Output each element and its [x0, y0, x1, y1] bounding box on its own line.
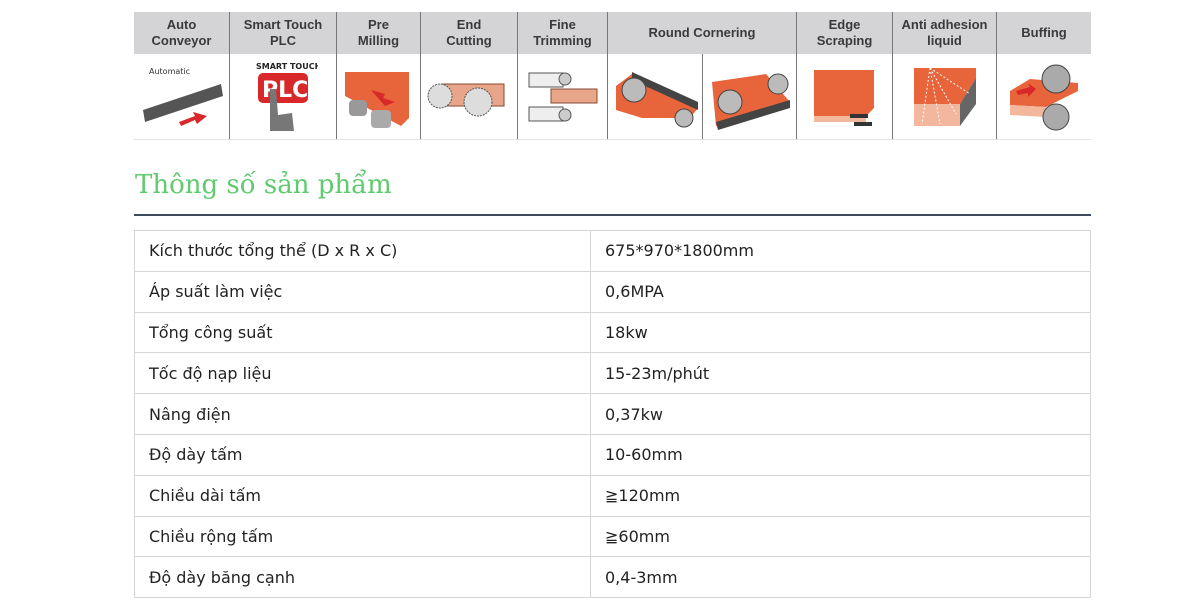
- feature-label: Fine Trimming: [518, 12, 607, 54]
- feature-strip: Auto Conveyor Automatic Smart Touch PLC …: [134, 12, 1091, 140]
- pre-milling-icon: [337, 54, 420, 139]
- feature-round-cornering: Round Cornering: [608, 12, 797, 139]
- section-divider: [134, 214, 1091, 216]
- spec-name: Chiều rộng tấm: [134, 515, 591, 558]
- buffing-icon: [997, 54, 1091, 139]
- spec-name: Độ dày băng cạnh: [134, 556, 591, 599]
- feature-smart-touch-plc: Smart Touch PLC SMART TOUCH PLC: [230, 12, 337, 139]
- conveyor-icon: Automatic: [134, 54, 229, 139]
- anti-adhesion-icon: [893, 54, 996, 139]
- feature-pre-milling: Pre Milling: [337, 12, 421, 139]
- plc-touch-icon: SMART TOUCH PLC: [230, 54, 336, 139]
- spec-name: Chiều dài tấm: [134, 474, 591, 517]
- table-row: Áp suất làm việc 0,6MPA: [134, 270, 1091, 313]
- feature-label: Round Cornering: [608, 12, 796, 54]
- spec-name: Nâng điện: [134, 393, 591, 435]
- table-row: Nâng điện 0,37kw: [134, 393, 1091, 435]
- fine-trimming-icon: [518, 54, 607, 139]
- feature-auto-conveyor: Auto Conveyor Automatic: [134, 12, 230, 139]
- feature-anti-adhesion-liquid: Anti adhesion liquid: [893, 12, 997, 139]
- feature-label: End Cutting: [421, 12, 517, 54]
- spec-value: 675*970*1800mm: [590, 230, 1091, 272]
- spec-value: ≧60mm: [590, 515, 1091, 558]
- round-cornering-icon: [608, 54, 703, 139]
- feature-fine-trimming: Fine Trimming: [518, 12, 608, 139]
- spec-value: 0,4-3mm: [590, 556, 1091, 599]
- table-row: Kích thước tổng thể (D x R x C) 675*970*1…: [134, 230, 1091, 272]
- feature-end-cutting: End Cutting: [421, 12, 518, 139]
- svg-text:SMART TOUCH: SMART TOUCH: [256, 62, 318, 71]
- feature-label: Auto Conveyor: [134, 12, 229, 54]
- section-title: Thông số sản phẩm: [135, 170, 392, 200]
- table-row: Chiều dài tấm ≧120mm: [134, 474, 1091, 517]
- spec-value: ≧120mm: [590, 474, 1091, 517]
- end-cutting-icon: [421, 54, 517, 139]
- feature-edge-scraping: Edge Scraping: [797, 12, 893, 139]
- table-row: Tốc độ nạp liệu 15-23m/phút: [134, 352, 1091, 395]
- spec-name: Kích thước tổng thể (D x R x C): [134, 230, 591, 272]
- feature-label: Buffing: [997, 12, 1091, 54]
- spec-name: Tổng công suất: [134, 311, 591, 354]
- svg-text:PLC: PLC: [262, 78, 308, 103]
- spec-name: Áp suất làm việc: [134, 270, 591, 313]
- spec-value: 15-23m/phút: [590, 352, 1091, 395]
- feature-label: Smart Touch PLC: [230, 12, 336, 54]
- feature-label: Pre Milling: [337, 12, 420, 54]
- spec-value: 18kw: [590, 311, 1091, 354]
- spec-value: 0,6MPA: [590, 270, 1091, 313]
- spec-name: Tốc độ nạp liệu: [134, 352, 591, 395]
- spec-name: Độ dày tấm: [134, 433, 591, 476]
- table-row: Tổng công suất 18kw: [134, 311, 1091, 354]
- table-row: Độ dày tấm 10-60mm: [134, 433, 1091, 476]
- spec-value: 10-60mm: [590, 433, 1091, 476]
- edge-scraping-icon: [797, 54, 892, 139]
- spec-value: 0,37kw: [590, 393, 1091, 435]
- table-row: Độ dày băng cạnh 0,4-3mm: [134, 556, 1091, 599]
- feature-label: Anti adhesion liquid: [893, 12, 996, 54]
- table-row: Chiều rộng tấm ≧60mm: [134, 515, 1091, 558]
- feature-buffing: Buffing: [997, 12, 1091, 139]
- feature-label: Edge Scraping: [797, 12, 892, 54]
- round-cornering-icon-2: [702, 54, 796, 139]
- automatic-text: Automatic: [149, 67, 190, 76]
- spec-table: Kích thước tổng thể (D x R x C) 675*970*1…: [134, 230, 1091, 599]
